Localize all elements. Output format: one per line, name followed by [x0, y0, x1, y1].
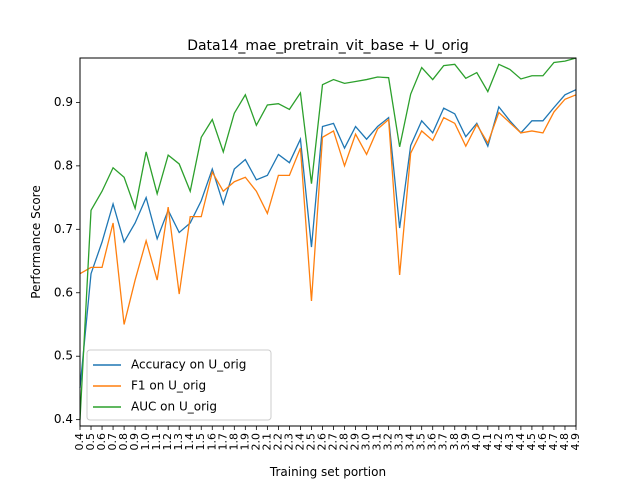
legend-label: Accuracy on U_orig — [131, 358, 246, 372]
x-tick-label: 3.7 — [437, 433, 450, 451]
x-tick-label: 3.9 — [459, 433, 472, 451]
plot-area — [79, 57, 577, 420]
x-tick-label: 2.7 — [327, 433, 340, 451]
y-axis-label: Performance Score — [29, 185, 43, 298]
x-axis-label: Training set portion — [269, 465, 386, 479]
x-tick-label: 0.6 — [95, 433, 108, 451]
x-tick-label: 3.8 — [448, 433, 461, 451]
legend-label: F1 on U_orig — [131, 379, 206, 393]
x-tick-label: 1.7 — [216, 433, 229, 451]
legend: Accuracy on U_orig F1 on U_orig AUC on U_o… — [86, 349, 272, 421]
x-tick-label: 1.2 — [161, 433, 174, 451]
y-tick-label: 0.7 — [54, 222, 73, 236]
x-tick-label: 4.1 — [481, 433, 494, 451]
x-tick-label: 4.6 — [536, 433, 549, 451]
y-tick-label: 0.5 — [54, 349, 73, 363]
x-tick-label: 4.9 — [569, 433, 582, 451]
x-tick-label: 2.1 — [260, 433, 273, 451]
x-tick-label: 1.9 — [238, 433, 251, 451]
x-tick-label: 4.4 — [514, 433, 527, 451]
x-tick-label: 0.5 — [84, 433, 97, 451]
x-tick-label: 0.8 — [117, 433, 130, 451]
x-tick-label: 0.4 — [73, 433, 86, 451]
chart-title: Data14_mae_pretrain_vit_base + U_orig — [187, 38, 469, 54]
x-tick-label: 2.0 — [249, 433, 262, 451]
x-tick-label: 2.5 — [304, 433, 317, 451]
x-tick-label: 3.5 — [415, 433, 428, 451]
x-tick-label: 3.2 — [382, 433, 395, 451]
x-tick-label: 2.9 — [349, 433, 362, 451]
y-tick-label: 0.4 — [54, 412, 73, 426]
x-tick-label: 3.4 — [404, 433, 417, 451]
x-tick-label: 4.3 — [503, 433, 516, 451]
legend-label: AUC on U_orig — [131, 400, 217, 414]
y-axis: 0.4 0.5 0.6 0.7 0.8 0.9 — [54, 95, 80, 426]
series-line-2 — [79, 57, 577, 420]
plot-frame — [79, 57, 577, 427]
y-tick-label: 0.8 — [54, 158, 73, 172]
x-tick-label: 1.8 — [227, 433, 240, 451]
x-axis: 0.40.50.60.70.80.91.01.11.21.31.41.51.61… — [73, 426, 582, 451]
x-tick-label: 0.9 — [128, 433, 141, 451]
x-tick-label: 1.6 — [205, 433, 218, 451]
x-tick-label: 4.2 — [492, 433, 505, 451]
x-tick-label: 1.5 — [194, 433, 207, 451]
x-tick-label: 1.1 — [150, 433, 163, 451]
x-tick-label: 4.7 — [547, 433, 560, 451]
x-tick-label: 0.7 — [106, 433, 119, 451]
series-line-1 — [79, 94, 577, 325]
x-tick-label: 3.1 — [371, 433, 384, 451]
x-tick-label: 2.2 — [271, 433, 284, 451]
legend-frame — [86, 349, 272, 421]
y-tick-label: 0.6 — [54, 285, 73, 299]
x-tick-label: 1.3 — [172, 433, 185, 451]
x-tick-label: 2.6 — [315, 433, 328, 451]
x-tick-label: 4.8 — [558, 433, 571, 451]
x-tick-label: 3.6 — [426, 433, 439, 451]
x-tick-label: 2.4 — [293, 433, 306, 451]
x-tick-label: 3.3 — [393, 433, 406, 451]
x-tick-label: 1.4 — [183, 433, 196, 451]
x-tick-label: 2.8 — [338, 433, 351, 451]
y-tick-label: 0.9 — [54, 95, 73, 109]
x-tick-label: 2.3 — [282, 433, 295, 451]
x-tick-label: 1.0 — [139, 433, 152, 451]
x-tick-label: 4.5 — [525, 433, 538, 451]
x-tick-label: 3.0 — [360, 433, 373, 451]
x-tick-label: 4.0 — [470, 433, 483, 451]
